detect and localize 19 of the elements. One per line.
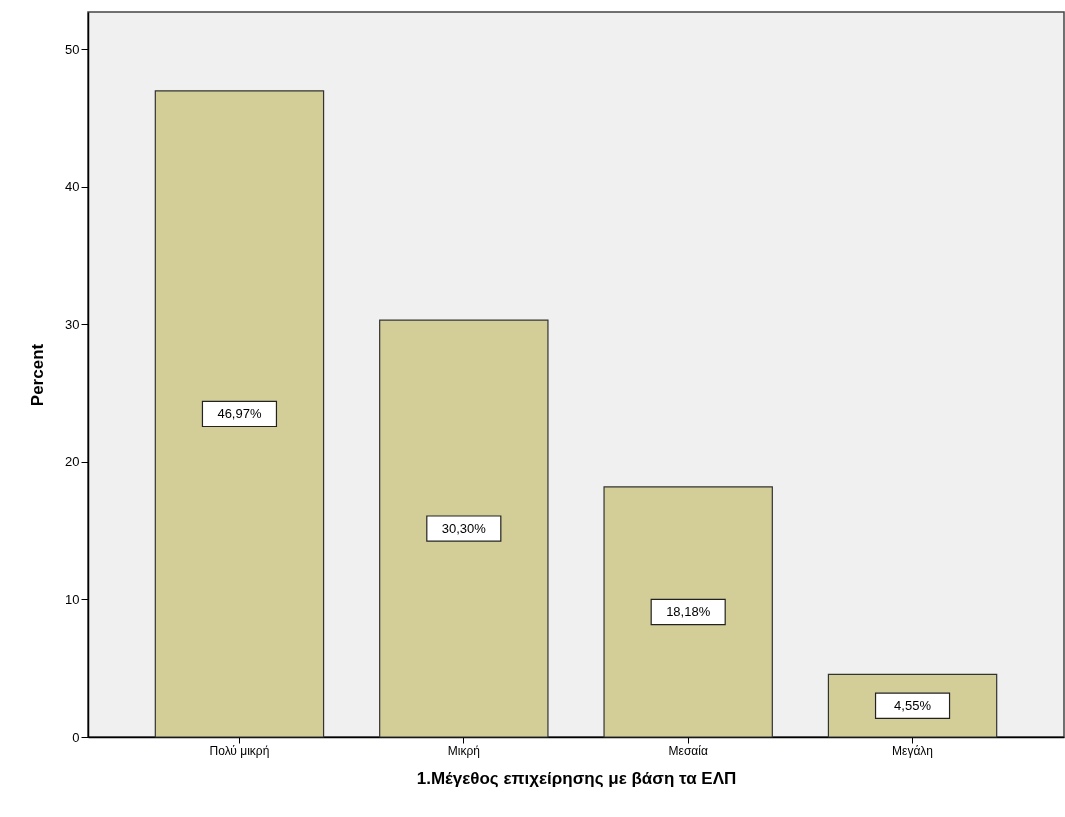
data-label: 18,18% [666,603,711,619]
data-label: 30,30% [441,520,487,536]
y-tick-label: 20 [65,454,80,470]
bar [603,486,773,738]
y-tick-label: 0 [72,729,80,745]
data-label: 4,55% [894,697,932,713]
y-tick-label: 10 [65,591,80,607]
y-tick-label: 40 [65,179,80,195]
y-tick-label: 30 [65,316,80,332]
data-label: 46,97% [217,405,262,421]
y-tick-label: 50 [65,41,80,57]
y-axis-title: Percent [28,343,48,407]
bar [154,90,325,738]
x-tick-label: Μεγάλη [892,743,934,758]
x-axis-title: 1.Μέγεθος επιχείρησης με βάση τα ΕΛΠ [416,768,737,788]
x-tick-label: Μεσαία [668,743,708,758]
x-tick-label: Πολύ μικρή [209,743,270,758]
bar [379,319,549,738]
x-tick-label: Μικρή [447,743,480,758]
